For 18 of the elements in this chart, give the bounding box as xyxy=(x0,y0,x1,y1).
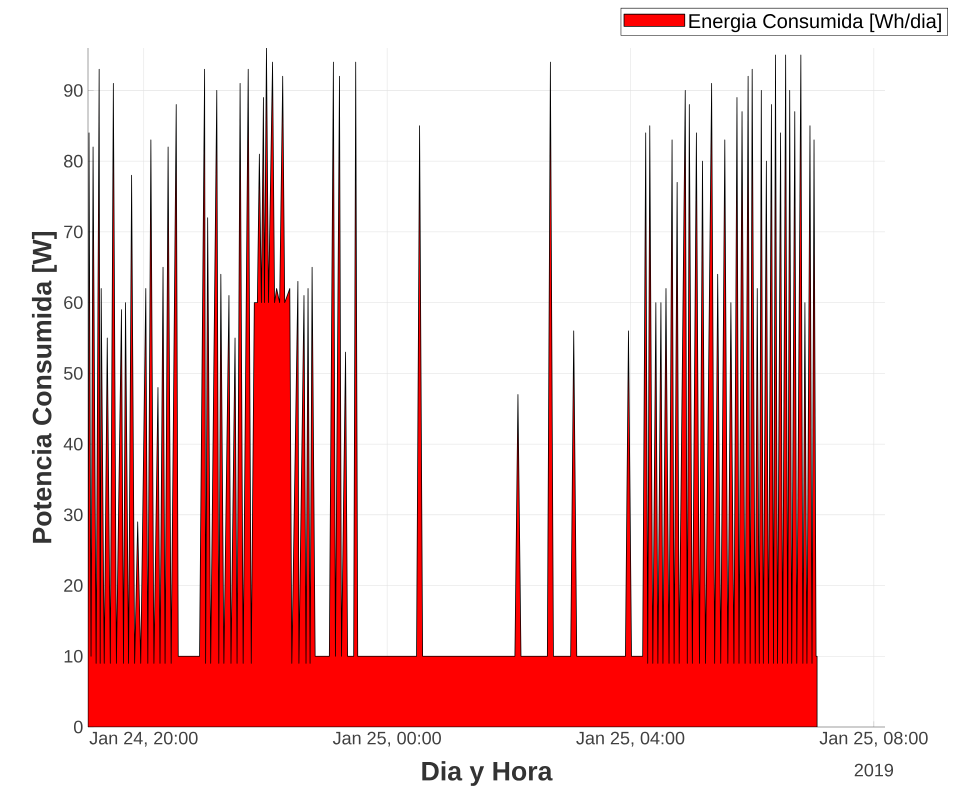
y-tick-label: 80 xyxy=(64,154,83,168)
y-tick-label: 20 xyxy=(64,579,83,592)
y-tick-label: 90 xyxy=(64,84,83,97)
x-tick-label: Jan 24, 20:00 xyxy=(90,732,198,747)
y-tick-label: 10 xyxy=(64,650,83,663)
text: 2019 xyxy=(854,764,894,776)
y-tick-label: 60 xyxy=(64,296,83,309)
legend-label: Energia Consumida [Wh/dia] xyxy=(689,14,941,32)
y-tick-label: 50 xyxy=(64,366,83,380)
x-tick-label: Jan 25, 04:00 xyxy=(576,732,684,747)
y-axis-title: Potencia Consumida [W] xyxy=(32,232,57,543)
y-tick-label: 70 xyxy=(64,226,83,238)
y-tick-label: 40 xyxy=(64,438,83,450)
x-tick-label: Jan 25, 08:00 xyxy=(820,732,928,747)
x-tick-label: Jan 25, 00:00 xyxy=(332,732,441,747)
y-tick-label: 30 xyxy=(64,508,83,522)
y-tick-label: 0 xyxy=(74,720,83,734)
x-axis-title: Dia y Hora xyxy=(422,761,553,786)
